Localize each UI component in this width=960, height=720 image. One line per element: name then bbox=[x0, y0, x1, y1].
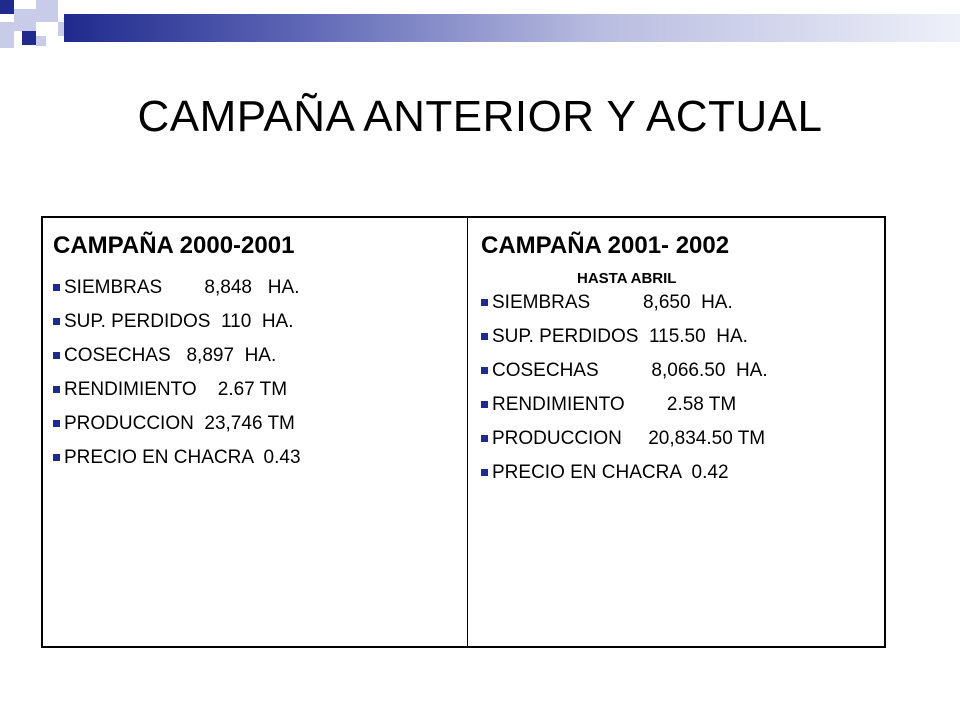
list-item: SIEMBRAS 8,848 HA. bbox=[53, 278, 467, 297]
column-heading: CAMPAÑA 2000-2001 bbox=[53, 232, 295, 259]
list-item: PRECIO EN CHACRA 0.43 bbox=[53, 448, 467, 467]
square-bullet-icon bbox=[53, 318, 60, 325]
square-bullet-icon bbox=[481, 299, 488, 306]
square-bullet-icon bbox=[53, 352, 60, 359]
list-item: SUP. PERDIDOS 115.50 HA. bbox=[481, 327, 884, 346]
square-bullet-icon bbox=[53, 284, 60, 291]
list-item-text: COSECHAS 8,897 HA. bbox=[64, 345, 277, 366]
decor-square bbox=[14, 9, 36, 31]
square-bullet-icon bbox=[53, 420, 60, 427]
column-heading: CAMPAÑA 2001- 2002 bbox=[481, 232, 730, 259]
square-bullet-icon bbox=[53, 386, 60, 393]
list-item: COSECHAS 8,066.50 HA. bbox=[481, 361, 884, 380]
list-item: RENDIMIENTO 2.58 TM bbox=[481, 395, 884, 414]
list-item-text: PRECIO EN CHACRA 0.42 bbox=[492, 462, 729, 483]
slide-title: CAMPAÑA ANTERIOR Y ACTUAL bbox=[137, 92, 823, 141]
column-previous-campaign: CAMPAÑA 2000-2001 SIEMBRAS 8,848 HA. SUP… bbox=[43, 218, 468, 646]
comparison-table: CAMPAÑA 2000-2001 SIEMBRAS 8,848 HA. SUP… bbox=[41, 216, 886, 648]
list-item: PRODUCCION 20,834.50 TM bbox=[481, 429, 884, 448]
list-item-text: RENDIMIENTO 2.67 TM bbox=[64, 379, 288, 400]
decor-square bbox=[36, 0, 58, 22]
bullet-list: SIEMBRAS 8,848 HA. SUP. PERDIDOS 110 HA.… bbox=[53, 278, 467, 467]
square-bullet-icon bbox=[481, 333, 488, 340]
list-item-text: SUP. PERDIDOS 115.50 HA. bbox=[492, 326, 748, 347]
list-item-text: COSECHAS 8,066.50 HA. bbox=[492, 360, 768, 381]
square-bullet-icon bbox=[481, 401, 488, 408]
list-item-text: PRODUCCION 20,834.50 TM bbox=[492, 428, 766, 449]
list-item: PRECIO EN CHACRA 0.42 bbox=[481, 463, 884, 482]
list-item: COSECHAS 8,897 HA. bbox=[53, 346, 467, 365]
list-item-text: SIEMBRAS 8,848 HA. bbox=[64, 277, 300, 298]
square-bullet-icon bbox=[481, 469, 488, 476]
list-item-text: PRECIO EN CHACRA 0.43 bbox=[64, 447, 301, 468]
list-item-text: PRODUCCION 23,746 TM bbox=[64, 413, 295, 434]
bullet-list: SIEMBRAS 8,650 HA. SUP. PERDIDOS 115.50 … bbox=[481, 293, 884, 482]
list-item-text: RENDIMIENTO 2.58 TM bbox=[492, 394, 737, 415]
list-item: PRODUCCION 23,746 TM bbox=[53, 414, 467, 433]
decor-square bbox=[36, 36, 46, 46]
square-bullet-icon bbox=[53, 454, 60, 461]
column-current-campaign: CAMPAÑA 2001- 2002 HASTA ABRIL SIEMBRAS … bbox=[468, 218, 884, 646]
square-bullet-icon bbox=[481, 435, 488, 442]
square-bullet-icon bbox=[481, 367, 488, 374]
decor-square bbox=[0, 0, 14, 14]
decor-square bbox=[22, 31, 36, 45]
decor-square bbox=[0, 22, 14, 48]
list-item-text: SUP. PERDIDOS 110 HA. bbox=[64, 311, 294, 332]
list-item: SIEMBRAS 8,650 HA. bbox=[481, 293, 884, 312]
header-gradient-bar bbox=[64, 14, 960, 42]
list-item-text: SIEMBRAS 8,650 HA. bbox=[492, 292, 733, 313]
column-subheading: HASTA ABRIL bbox=[577, 270, 677, 287]
list-item: RENDIMIENTO 2.67 TM bbox=[53, 380, 467, 399]
list-item: SUP. PERDIDOS 110 HA. bbox=[53, 312, 467, 331]
